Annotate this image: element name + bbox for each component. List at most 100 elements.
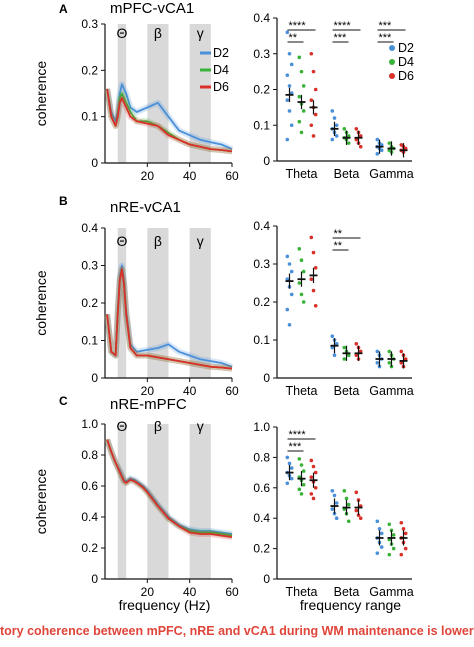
figure-caption: tory coherence between mPFC, nRE and vCA… (0, 624, 474, 638)
significance-label: **** (334, 20, 352, 32)
data-point-D4 (387, 522, 392, 527)
data-point-D2 (285, 455, 290, 460)
data-point-D2 (287, 51, 292, 56)
data-point-D2 (289, 62, 294, 67)
y-axis-label: coherence (33, 61, 49, 127)
data-point-D6 (313, 87, 318, 92)
data-point-D2 (330, 137, 335, 142)
band-label: Θ (116, 25, 127, 41)
data-point-D4 (344, 496, 349, 501)
y-tick-label: 0.1 (81, 110, 98, 124)
data-point-D2 (285, 137, 290, 142)
data-point-D4 (391, 546, 396, 551)
data-point-D2 (285, 277, 290, 282)
significance-label: **** (289, 429, 307, 441)
data-point-D2 (289, 466, 294, 470)
x-tick-label: 60 (225, 169, 239, 183)
significance-label: ** (289, 32, 298, 44)
data-point-D4 (342, 345, 347, 350)
category-label: Beta (334, 585, 360, 599)
data-point-D2 (330, 109, 335, 113)
x-axis-label: frequency (Hz) (119, 597, 211, 613)
y-tick-label: 0.4 (81, 510, 98, 524)
data-point-D2 (285, 481, 290, 486)
y-tick-label: 0.6 (253, 481, 270, 495)
data-point-D4 (299, 258, 304, 263)
band-label: γ (197, 25, 204, 41)
data-point-D4 (346, 353, 351, 358)
data-point-D6 (309, 123, 314, 128)
data-point-D4 (297, 487, 302, 492)
data-point-D2 (334, 516, 339, 520)
y-tick-label: 0.4 (81, 221, 98, 235)
data-point-D2 (375, 137, 380, 142)
data-point-D6 (311, 69, 316, 74)
chart-C-scatter: 0 0.2 0.4 0.6 0.8 1.0 Theta Beta Gamma ******* fre… (253, 420, 413, 613)
data-point-D2 (287, 84, 292, 88)
data-point-D2 (332, 116, 337, 120)
y-tick-label: 0.4 (253, 511, 270, 525)
panel-label-B: B (59, 194, 68, 208)
category-label: Gamma (369, 585, 414, 599)
series-D6-line (106, 439, 233, 538)
data-point-D4 (297, 94, 302, 99)
data-point-D4 (297, 457, 302, 461)
data-point-D2 (330, 507, 335, 511)
legend-marker-D4 (389, 59, 395, 65)
data-point-D6 (309, 277, 314, 282)
data-point-D6 (358, 349, 363, 354)
data-point-D4 (301, 269, 306, 274)
data-point-D4 (297, 55, 302, 60)
data-point-D6 (311, 496, 316, 501)
frequency-band (117, 228, 127, 378)
data-point-D6 (401, 527, 406, 531)
data-point-D2 (287, 109, 292, 113)
legend-label: D6 (213, 80, 229, 94)
legend-label: D4 (213, 63, 229, 77)
chart-title: nRE-mPFC (110, 396, 187, 413)
y-tick-label: 1.0 (81, 417, 98, 431)
data-point-D4 (301, 482, 306, 487)
y-axis-label: coherence (33, 469, 49, 535)
data-point-D2 (285, 254, 290, 259)
x-tick-label: 60 (225, 384, 239, 398)
data-point-D2 (289, 476, 294, 481)
legend-marker-D2 (389, 45, 395, 51)
y-tick-label: 0 (91, 371, 98, 385)
x-tick-label: 20 (141, 585, 155, 599)
frequency-band (189, 424, 211, 579)
data-point-D2 (375, 361, 380, 365)
x-tick-label: 40 (183, 384, 197, 398)
data-point-D6 (313, 304, 318, 308)
data-point-D6 (313, 486, 318, 490)
data-point-D6 (354, 508, 359, 513)
frequency-band (117, 424, 127, 579)
data-point-D6 (399, 361, 404, 365)
data-point-D4 (387, 552, 392, 557)
band-label: β (154, 233, 162, 249)
data-point-D6 (309, 492, 314, 496)
data-point-D6 (313, 470, 318, 475)
data-point-D6 (313, 112, 318, 117)
data-point-D6 (403, 531, 408, 536)
chart-title: nRE-vCA1 (110, 199, 181, 216)
data-point-D4 (346, 519, 351, 524)
data-point-D6 (358, 516, 363, 520)
data-point-D6 (311, 288, 316, 293)
frequency-band (147, 228, 169, 378)
data-point-D6 (309, 98, 314, 103)
series-D6-line (106, 268, 233, 370)
data-point-D4 (299, 463, 304, 467)
data-point-D2 (285, 98, 290, 103)
data-point-D2 (330, 345, 335, 350)
data-point-D4 (391, 533, 396, 537)
y-tick-label: 0.1 (253, 333, 270, 347)
data-point-D4 (297, 281, 302, 285)
band-label: β (154, 25, 162, 41)
data-point-D2 (287, 262, 292, 266)
category-label: Theta (286, 384, 318, 398)
data-point-D4 (346, 141, 351, 145)
significance-label: *** (379, 32, 393, 44)
